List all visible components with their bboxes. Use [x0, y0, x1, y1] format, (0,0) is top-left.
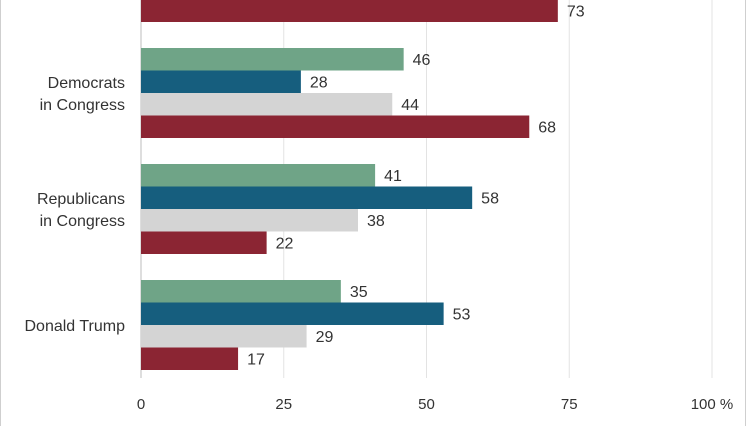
bar	[141, 48, 404, 71]
x-tick-label: 75	[561, 396, 578, 413]
category-label: Donald Trump	[25, 318, 126, 335]
bar-value-label: 58	[481, 190, 499, 207]
bar-layer	[141, 0, 558, 370]
bar-value-label: 41	[384, 168, 402, 185]
category-labels: Democrats in Congress Republicans in Congre…	[25, 75, 126, 335]
bar-value-label: 44	[401, 97, 419, 114]
x-tick-label: 50	[418, 396, 435, 413]
bar	[141, 70, 301, 93]
category-label: in Congress	[40, 213, 125, 230]
bar	[141, 0, 558, 22]
bar	[141, 325, 307, 348]
bar	[141, 302, 444, 325]
bar	[141, 347, 239, 370]
bar-value-label: 22	[276, 235, 294, 252]
bar-value-label: 53	[453, 306, 471, 323]
x-axis-ticks: 0 25 50 75 100 %	[137, 396, 733, 413]
bar-value-label: 68	[538, 119, 556, 136]
x-tick-label: 100 %	[691, 396, 734, 413]
x-tick-label: 25	[275, 396, 292, 413]
bar-value-label: 35	[350, 284, 368, 301]
bar	[141, 93, 393, 116]
x-tick-label: 0	[137, 396, 145, 413]
bar-value-label: 17	[247, 351, 265, 368]
label-layer: 46 41 35 28 58 53 44 38 29 73 68 22 17	[247, 3, 585, 368]
bar-value-label: 73	[567, 3, 585, 20]
bar-value-label: 46	[413, 52, 431, 69]
bar	[141, 209, 358, 232]
bar-value-label: 28	[310, 74, 328, 91]
category-label: in Congress	[40, 97, 125, 114]
category-label: Republicans	[37, 191, 125, 208]
bar	[141, 231, 267, 254]
bar	[141, 186, 473, 209]
bar	[141, 164, 376, 187]
category-label: Democrats	[48, 75, 125, 92]
bar-value-label: 29	[316, 329, 334, 346]
bar	[141, 115, 530, 138]
bar-value-label: 38	[367, 213, 385, 230]
bar	[141, 280, 341, 303]
